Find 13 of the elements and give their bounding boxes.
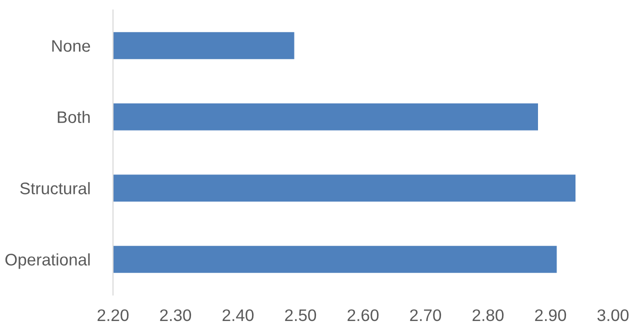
x-tick-label: 2.50 <box>285 309 316 322</box>
x-tick-label: 2.40 <box>222 309 254 322</box>
y-tick-label: None <box>52 40 90 52</box>
x-tick-label: 2.20 <box>98 309 129 322</box>
x-tick-label: 2.70 <box>410 309 442 322</box>
x-tick-label: 3.00 <box>597 309 629 322</box>
x-tick-label: 2.30 <box>160 309 192 322</box>
y-tick-label: Both <box>58 110 90 124</box>
x-tick-label: 2.80 <box>472 309 504 322</box>
x-tick-label: 2.90 <box>535 309 566 322</box>
x-tick-label: 2.60 <box>348 309 379 322</box>
y-tick-label: Operational <box>5 253 90 269</box>
y-tick-label: Structural <box>20 182 90 194</box>
